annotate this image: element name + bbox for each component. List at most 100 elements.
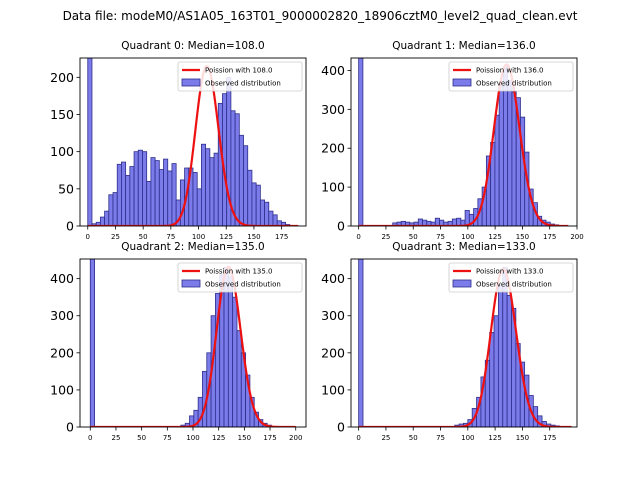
histogram-bar (497, 285, 504, 427)
histogram-bar (167, 170, 173, 226)
y-tick-label: 50 (58, 181, 74, 196)
y-tick-label: 100 (50, 144, 74, 159)
x-tick-label: 75 (436, 434, 445, 442)
histogram-bar (201, 143, 207, 226)
x-tick-label: 100 (461, 233, 474, 241)
x-tick-label: 25 (381, 434, 390, 442)
poisson-curve (90, 265, 296, 427)
legend-box (177, 61, 303, 92)
histogram-bar (236, 330, 242, 427)
histogram-bar (247, 169, 253, 226)
x-tick-label: 150 (238, 434, 251, 442)
legend-bar-swatch (181, 279, 201, 288)
legend-box (448, 61, 574, 92)
y-tick-label: 0 (337, 420, 345, 435)
histogram-bar (125, 175, 131, 226)
y-tick-label: 0 (337, 219, 345, 234)
y-tick-label: 400 (321, 271, 345, 286)
legend-bar-swatch (452, 78, 472, 87)
histogram-bar (434, 217, 440, 226)
histogram-bar (272, 214, 278, 226)
y-tick-label: 300 (321, 308, 345, 323)
x-tick-label: 0 (86, 233, 90, 241)
x-tick-label: 175 (543, 434, 556, 442)
x-tick-label: 125 (212, 434, 225, 442)
subplot-title: Quadrant 1: Median=136.0 (392, 40, 535, 52)
x-tick-label: 75 (436, 233, 445, 241)
x-tick-label: 100 (192, 233, 205, 241)
x-tick-label: 50 (409, 434, 418, 442)
legend: Poission with 108.0 Observed distribution (177, 61, 303, 92)
histogram-bar (255, 184, 261, 226)
histogram-bar (358, 259, 364, 427)
x-tick-label: 50 (137, 434, 146, 442)
axes-frame (350, 258, 578, 428)
histogram-bar (493, 315, 499, 427)
x-tick-label: 125 (220, 233, 233, 241)
subplot-title: Quadrant 0: Median=108.0 (121, 40, 264, 52)
histogram-bar (196, 188, 202, 226)
histogram-bar (89, 259, 95, 427)
histogram-bar (146, 180, 152, 226)
x-tick-label: 200 (570, 233, 583, 241)
subplot-title: Quadrant 2: Median=135.0 (121, 241, 264, 253)
histogram-bar (268, 210, 274, 226)
histogram-bar (150, 157, 156, 226)
y-tick-label: 0 (66, 219, 74, 234)
subplot-quadrant-1: 0 25 50 75 100 125 150 175 200 0 100 200 300 400 Quadr… (321, 40, 584, 241)
histogram-bar (489, 332, 495, 427)
legend: Poission with 136.0 Observed distribution (448, 61, 574, 92)
histogram-bar (158, 169, 164, 226)
y-tick-label: 0 (66, 420, 74, 435)
legend-label-observed: Observed distribution (476, 80, 552, 88)
y-tick-label: 200 (50, 345, 74, 360)
histogram-bar (358, 58, 364, 226)
histogram-bar (154, 160, 160, 226)
x-tick-label: 0 (88, 434, 92, 442)
histogram-bar (264, 201, 270, 226)
histogram-bar (259, 199, 265, 226)
y-tick-label: 200 (321, 345, 345, 360)
histogram-bar (238, 134, 244, 226)
axes-frame (350, 57, 578, 227)
histogram-bar (234, 113, 240, 226)
legend-label-observed: Observed distribution (205, 281, 281, 289)
histogram-bar (217, 102, 223, 226)
histogram-bar (227, 276, 234, 427)
x-tick-label: 175 (543, 233, 556, 241)
subplot-quadrant-3: 0 25 50 75 100 125 150 175 0 100 200 300 400 Quadrant… (321, 241, 578, 442)
legend-label-poisson: Poission with 136.0 (476, 67, 544, 75)
histogram-bar (116, 163, 122, 226)
subplot-quadrant-0: 0 25 50 75 100 125 150 175 0 50 100 150 200 Quadrant … (50, 40, 307, 241)
y-tick-label: 400 (321, 63, 345, 78)
histogram-bar (192, 172, 198, 226)
x-tick-label: 75 (166, 233, 175, 241)
x-tick-label: 150 (247, 233, 260, 241)
y-tick-label: 200 (321, 141, 345, 156)
histogram-bar (232, 296, 238, 427)
x-tick-label: 125 (488, 434, 501, 442)
x-tick-label: 25 (381, 233, 390, 241)
legend-box (448, 262, 574, 293)
legend-label-poisson: Poission with 133.0 (476, 268, 544, 276)
histogram-bar (104, 210, 110, 226)
x-tick-label: 25 (111, 434, 120, 442)
legend-label-observed: Observed distribution (205, 80, 281, 88)
histogram-bar (99, 216, 105, 226)
subplot-quadrant-2: 0 25 50 75 100 125 150 175 200 0 100 200 300 400 Quadr… (50, 241, 307, 442)
legend-box (177, 262, 303, 293)
x-tick-label: 50 (409, 233, 418, 241)
histogram-bar (494, 114, 500, 226)
histogram-bar (137, 149, 143, 226)
histogram-bar (506, 294, 512, 427)
histogram-bar (213, 152, 219, 226)
histogram-bar (108, 194, 114, 226)
x-tick-label: 50 (139, 233, 148, 241)
y-tick-label: 300 (321, 102, 345, 117)
histogram-bar (129, 166, 135, 226)
x-tick-label: 150 (516, 434, 529, 442)
poisson-curve (358, 268, 572, 427)
histogram-bar (209, 157, 215, 226)
x-tick-label: 125 (488, 233, 501, 241)
